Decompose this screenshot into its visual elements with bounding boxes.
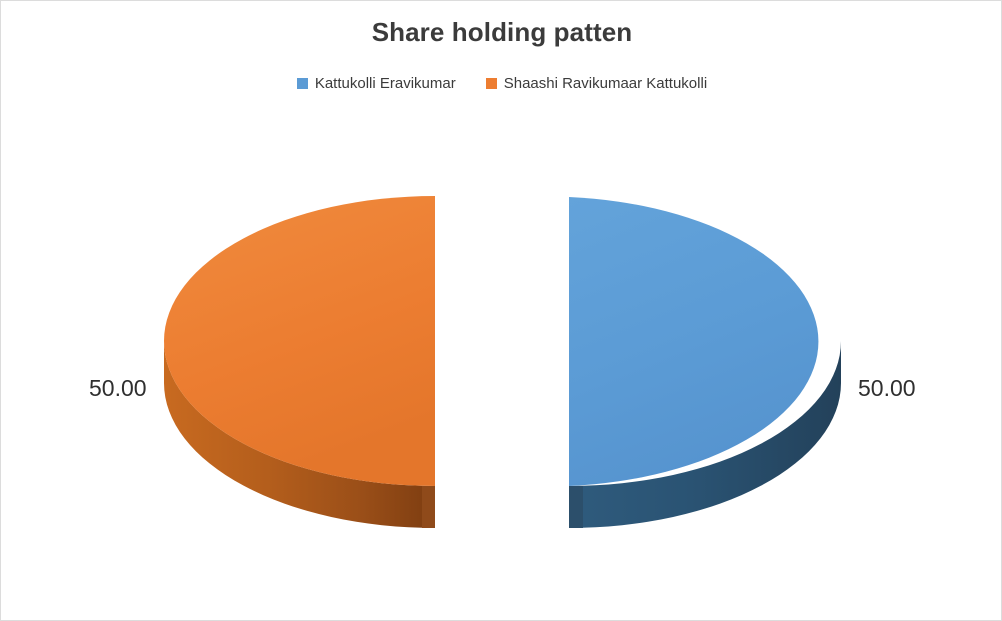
legend-label-shaashi-ravikumaar-kattukolli: Shaashi Ravikumaar Kattukolli <box>503 75 708 92</box>
pie-slice-orange-cut-face <box>422 486 435 528</box>
legend-swatch-blue-icon <box>296 78 308 89</box>
pie-slice-blue-cut-face <box>569 486 583 528</box>
pie-slice-orange-top <box>164 196 435 486</box>
pie-slice-shaashi-ravikumaar-kattukolli[interactable] <box>164 196 435 528</box>
legend-swatch-orange-icon <box>485 78 497 89</box>
data-label-shaashi-ravikumaar-kattukolli: 50.00 <box>89 375 147 401</box>
chart-title: Share holding patten <box>371 17 633 47</box>
chart-legend[interactable]: Kattukolli Eravikumar Shaashi Ravikumaar… <box>1 75 1001 92</box>
legend-entry-kattukolli-eravikumar[interactable]: Kattukolli Eravikumar <box>296 75 456 92</box>
legend-label-kattukolli-eravikumar: Kattukolli Eravikumar <box>314 75 456 92</box>
pie-slice-orange-side-wall <box>164 341 435 528</box>
pie-slice-blue-top <box>569 197 819 486</box>
data-label-kattukolli-eravikumar: 50.00 <box>858 375 916 401</box>
legend-entry-shaashi-ravikumaar-kattukolli[interactable]: Shaashi Ravikumaar Kattukolli <box>485 75 708 92</box>
pie-slice-blue-side-wall <box>569 341 841 528</box>
pie-slice-kattukolli-eravikumar[interactable] <box>569 197 841 528</box>
